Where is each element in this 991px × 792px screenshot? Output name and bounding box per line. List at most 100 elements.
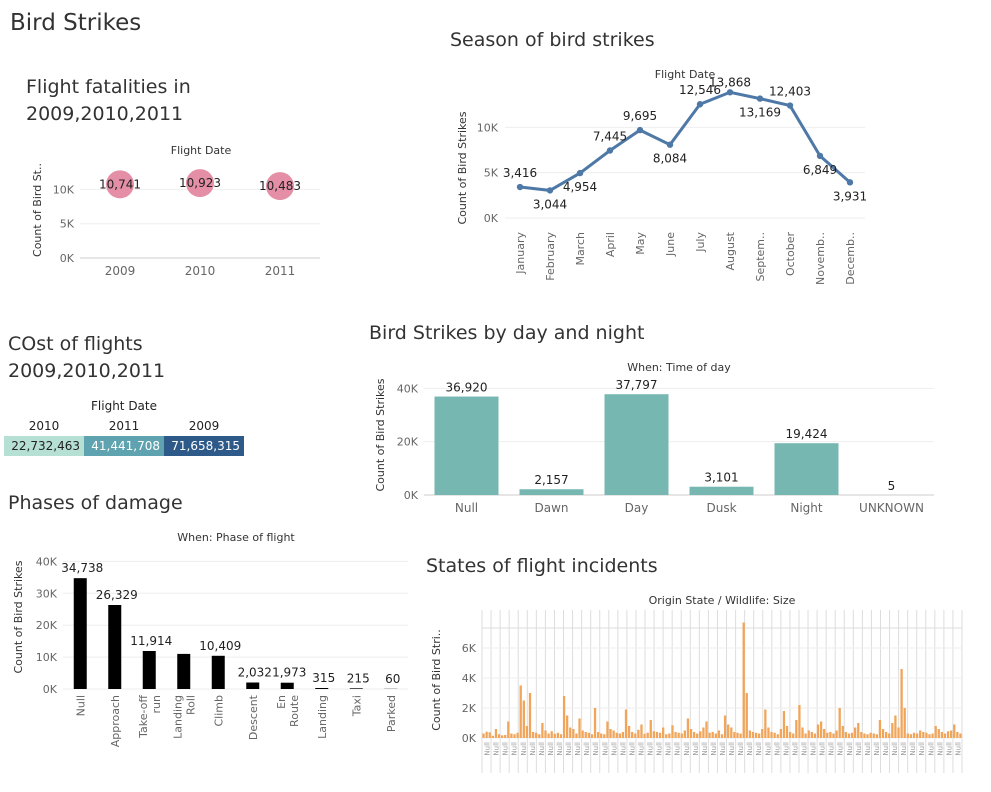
season-point [576,169,584,177]
states-bar [801,727,804,738]
states-bar [581,730,584,738]
states-bar [680,733,683,738]
states-bar [550,731,553,738]
fatalities-y-axis-label: Count of Bird St.. [31,163,44,257]
season-x-tick-label: Novemb.. [814,232,827,285]
states-x-tick-label: Null [665,742,673,756]
states-bar [767,727,770,738]
states-bar [919,730,922,738]
states-bar [646,732,649,738]
daynight-y-tick-label: 40K [397,382,419,395]
states-bar [525,726,529,738]
states-bar [584,732,587,738]
fatalities-y-tick-label: 0K [60,252,75,265]
cost-value-cell: 22,732,463 [4,436,84,456]
daynight-data-label: 37,797 [616,378,658,392]
states-bar [618,733,621,738]
states-bar [702,727,705,738]
season-point [636,126,644,134]
fatalities-data-label: 10,483 [259,179,301,193]
states-bar [711,732,714,738]
states-bar [578,718,581,738]
season-data-label: 8,084 [653,152,687,166]
daynight-x-tick-label: UNKNOWN [859,501,924,515]
daynight-x-tick-label: Dawn [534,501,568,515]
states-bar [946,731,950,738]
states-bar [788,732,792,738]
states-x-tick-label: Null [945,742,953,756]
states-bar [733,732,736,738]
states-bar [835,730,838,738]
states-x-tick-label: Null [810,742,818,756]
season-x-tick-label: April [604,232,617,257]
phases-bar [315,687,329,689]
states-bar [903,708,906,738]
states-x-tick-label: Null [764,742,772,756]
states-bar [637,729,640,738]
season-series-line [519,90,851,192]
states-bar [776,734,779,738]
states-bar [869,732,872,738]
states-x-tick-label: Null [647,742,655,756]
states-x-tick-label: Null [538,742,546,756]
states-bar [878,720,882,738]
states-x-tick-label: Null [701,742,709,756]
states-bar [795,720,798,738]
states-bar [497,734,501,738]
states-y-tick-label: 4K [462,672,477,685]
states-bar [587,732,590,738]
states-bar [850,732,854,738]
fatalities-title: Flight fatalities in 2009,2010,2011 [26,76,191,125]
daynight-data-label: 5 [888,479,896,493]
states-x-tick-label: Null [873,742,881,756]
states-bar [612,730,615,738]
states-x-tick-label: Null [520,742,528,756]
season-x-tick-label: August [724,231,737,270]
daynight-bar [774,443,839,495]
states-bar [544,730,547,738]
season-y-tick-label: 5K [484,167,499,180]
phases-data-label: 10,409 [199,639,241,653]
states-y-tick-label: 2K [462,702,477,715]
phases-x-tick-label: Null [74,695,87,716]
states-bar [891,723,894,738]
states-bar [931,733,934,738]
states-bar [832,733,835,738]
season-data-label: 4,954 [563,180,597,194]
phases-data-label: 11,914 [130,634,172,648]
cost-year-header: 2009 [188,419,220,433]
states-bar [494,729,498,738]
phases-data-label: 215 [347,671,370,685]
phases-x-tick-label: Roll [184,695,197,715]
season-data-label: 13,868 [709,75,751,89]
states-x-tick-label: Null [746,742,754,756]
fatalities-x-tick-label: 2009 [105,264,136,278]
states-bar [621,732,625,738]
fatalities-chart: Flight Date Count of Bird St.. 0K 5K 10K 10,7… [31,144,320,278]
season-x-tick-label: Decemb.. [844,232,857,285]
states-bar [906,733,909,738]
phases-y-axis-label: Count of Bird Strikes [12,560,25,673]
states-bar [884,732,888,738]
season-x-tick-label: March [574,232,587,266]
season-data-label: 3,044 [533,197,567,211]
states-x-tick-label: Null [755,742,763,756]
fatalities-x-tick-label: 2011 [265,264,296,278]
states-bar [516,732,519,738]
phases-title: Phases of damage [8,492,183,514]
states-bar [922,732,925,738]
cost-table: Flight Date 2010 22,732,463 2011 41,441,708… [0,396,260,462]
states-bar [823,729,826,738]
fatalities-data-label: 10,741 [99,177,141,191]
states-bar [844,732,848,738]
season-x-tick-label: June [664,232,677,257]
phases-bar [280,682,294,689]
states-bar [739,733,742,738]
states-bar [606,721,609,738]
states-bar [826,732,829,738]
states-bar [912,732,916,738]
states-bar [925,732,928,738]
states-bar [683,730,686,738]
fatalities-data-label: 10,923 [179,176,221,190]
states-bar [900,669,903,738]
